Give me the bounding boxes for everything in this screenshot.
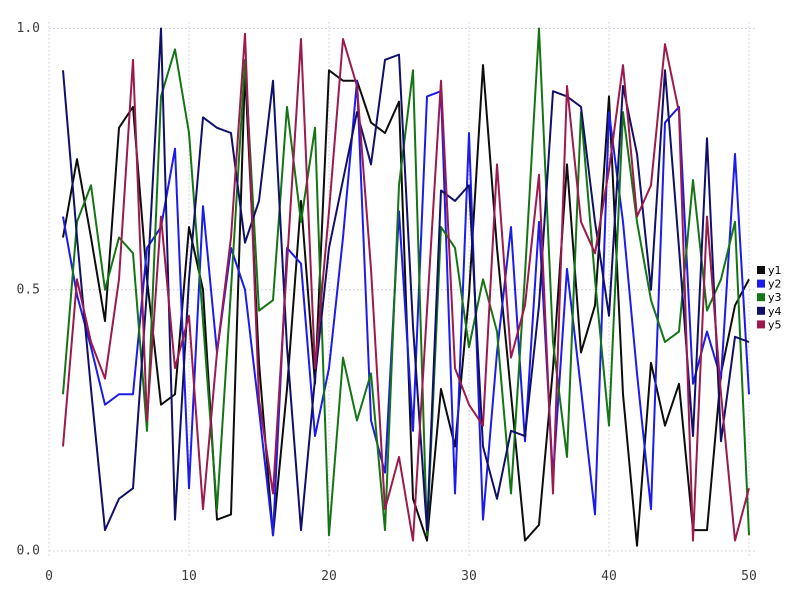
legend-swatch-y2 bbox=[757, 279, 765, 288]
series-line-y5 bbox=[62, 32, 750, 542]
legend-swatch-y4 bbox=[757, 306, 765, 315]
x-axis-tick-label: 30 bbox=[461, 569, 477, 584]
y-axis-tick-label: 1.0 bbox=[17, 21, 40, 36]
legend-swatch-y3 bbox=[757, 293, 765, 302]
legend-swatch-y1 bbox=[757, 266, 765, 274]
x-axis-tick-label: 10 bbox=[181, 569, 197, 584]
legend-label-y4[interactable]: y4 bbox=[768, 305, 782, 318]
legend-swatch-y5 bbox=[757, 320, 765, 329]
series-line-y4 bbox=[62, 27, 750, 532]
legend-label-y1[interactable]: y1 bbox=[768, 264, 782, 277]
y-axis-tick-label: 0.5 bbox=[17, 282, 40, 297]
series-line-y3 bbox=[62, 27, 750, 537]
legend-label-y3[interactable]: y3 bbox=[768, 291, 782, 304]
x-axis-tick-label: 20 bbox=[321, 569, 337, 584]
series-line-y1 bbox=[62, 64, 750, 547]
series-line-y2 bbox=[62, 79, 750, 537]
x-axis-tick-label: 40 bbox=[601, 569, 617, 584]
legend-label-y5[interactable]: y5 bbox=[768, 318, 782, 331]
x-axis-tick-label: 0 bbox=[45, 569, 53, 584]
x-axis-tick-label: 50 bbox=[741, 569, 757, 584]
y-axis-tick-label: 0.0 bbox=[17, 544, 40, 559]
legend-label-y2[interactable]: y2 bbox=[768, 278, 782, 291]
